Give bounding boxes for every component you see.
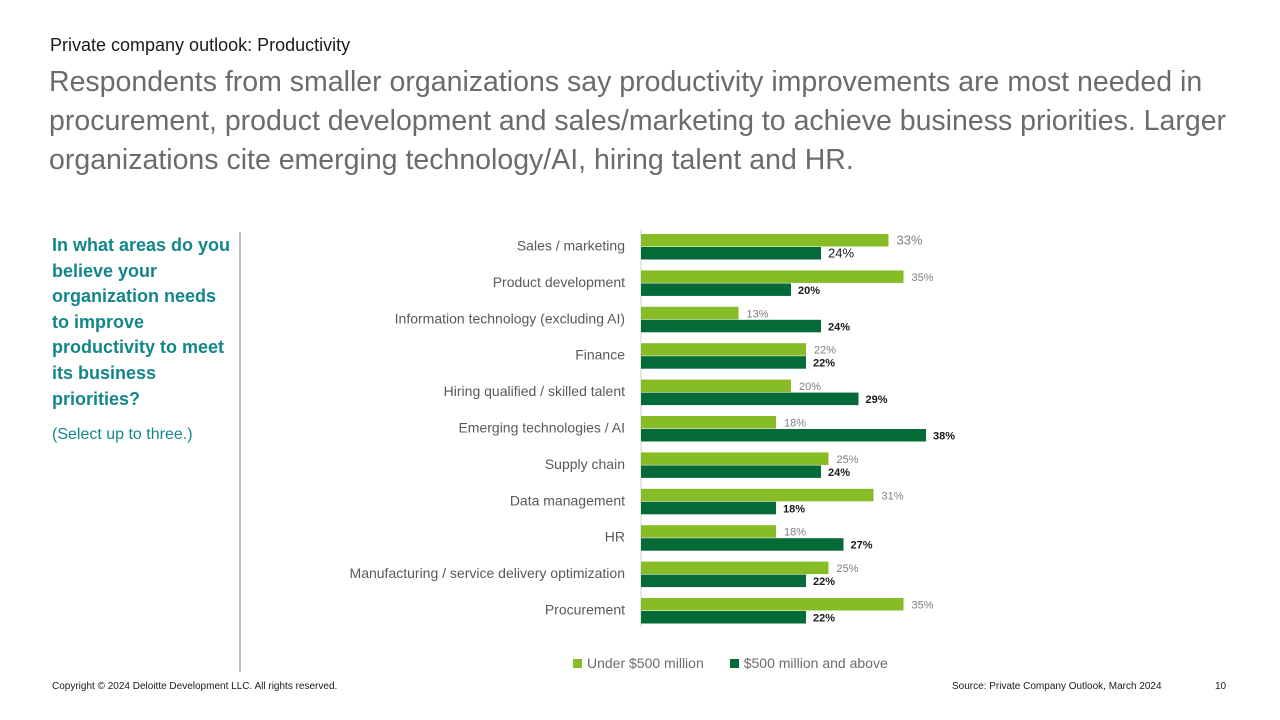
bar-under-500m (641, 488, 874, 502)
data-label-under-500m: 31% (882, 490, 904, 502)
data-label-500m-above: 22% (813, 576, 835, 588)
bar-under-500m (641, 270, 904, 283)
data-label-500m-above: 24% (828, 321, 850, 333)
data-label-under-500m: 18% (784, 418, 806, 430)
data-label-under-500m: 22% (814, 345, 836, 357)
data-label-under-500m: 35% (912, 272, 934, 284)
legend-swatch-light-green (573, 658, 582, 668)
category-label: Data management (510, 492, 625, 508)
bar-under-500m (641, 343, 806, 356)
slide-kicker: Private company outlook: Productivity (50, 35, 351, 55)
bar-under-500m (641, 379, 791, 393)
data-label-500m-above: 20% (798, 285, 820, 297)
data-label-under-500m: 20% (799, 381, 821, 393)
data-label-under-500m: 35% (912, 600, 934, 612)
category-label: Procurement (545, 602, 625, 618)
survey-question: In what areas do you believe your organi… (52, 235, 231, 409)
category-label: Emerging technologies / AI (458, 420, 625, 436)
source-text: Source: Private Company Outlook, March 2… (952, 681, 1162, 692)
category-label: Product development (493, 274, 625, 290)
category-label: Manufacturing / service delivery optimiz… (350, 565, 625, 581)
legend-item-500m-above: $500 million and above (729, 655, 888, 671)
category-label: Finance (575, 347, 625, 363)
bar-under-500m (641, 452, 829, 465)
legend-swatch-dark-green (729, 658, 739, 668)
survey-question-note: (Select up to three.) (52, 426, 193, 443)
chart-legend: Under $500 million $500 million and abov… (573, 655, 914, 671)
data-label-under-500m: 13% (747, 308, 769, 320)
data-label-500m-above: 18% (783, 503, 805, 515)
bar-under-500m (641, 598, 904, 611)
copyright-text: Copyright © 2024 Deloitte Development LL… (52, 681, 338, 692)
legend-item-under-500m: Under $500 million (573, 655, 704, 671)
bar-500m-above (641, 247, 821, 260)
page-number: 10 (1215, 681, 1227, 692)
bar-under-500m (641, 306, 739, 320)
data-label-500m-above: 22% (813, 358, 835, 370)
bar-under-500m (641, 234, 889, 247)
bar-under-500m (641, 561, 829, 575)
bar-500m-above (641, 392, 859, 406)
data-label-500m-above: 38% (933, 431, 955, 443)
data-label-under-500m: 18% (784, 527, 806, 539)
category-label: Supply chain (545, 456, 625, 472)
bar-500m-above (641, 574, 806, 588)
bar-500m-above (641, 465, 821, 478)
data-label-500m-above: 22% (813, 613, 835, 625)
data-label-500m-above: 29% (866, 394, 888, 406)
category-label: Information technology (excluding AI) (395, 310, 625, 326)
bar-under-500m (641, 416, 776, 429)
legend-label: Under $500 million (587, 655, 704, 671)
data-label-under-500m: 33% (897, 233, 923, 248)
slide-headline: Respondents from smaller organizations s… (49, 66, 1227, 176)
data-label-under-500m: 25% (837, 563, 859, 575)
bar-500m-above (641, 319, 821, 333)
category-label: Sales / marketing (517, 238, 625, 254)
bar-500m-above (641, 538, 844, 551)
legend-label: $500 million and above (743, 655, 888, 671)
data-label-500m-above: 24% (828, 246, 854, 261)
bar-500m-above (641, 611, 806, 624)
data-label-500m-above: 27% (851, 540, 873, 552)
data-label-under-500m: 25% (837, 454, 859, 466)
bar-500m-above (641, 501, 776, 515)
category-label: HR (605, 529, 625, 545)
bar-500m-above (641, 429, 926, 442)
bar-under-500m (641, 525, 776, 538)
bar-500m-above (641, 356, 806, 369)
vertical-divider (239, 232, 241, 672)
category-label: Hiring qualified / skilled talent (444, 383, 625, 399)
bar-500m-above (641, 283, 791, 296)
data-label-500m-above: 24% (828, 467, 850, 479)
